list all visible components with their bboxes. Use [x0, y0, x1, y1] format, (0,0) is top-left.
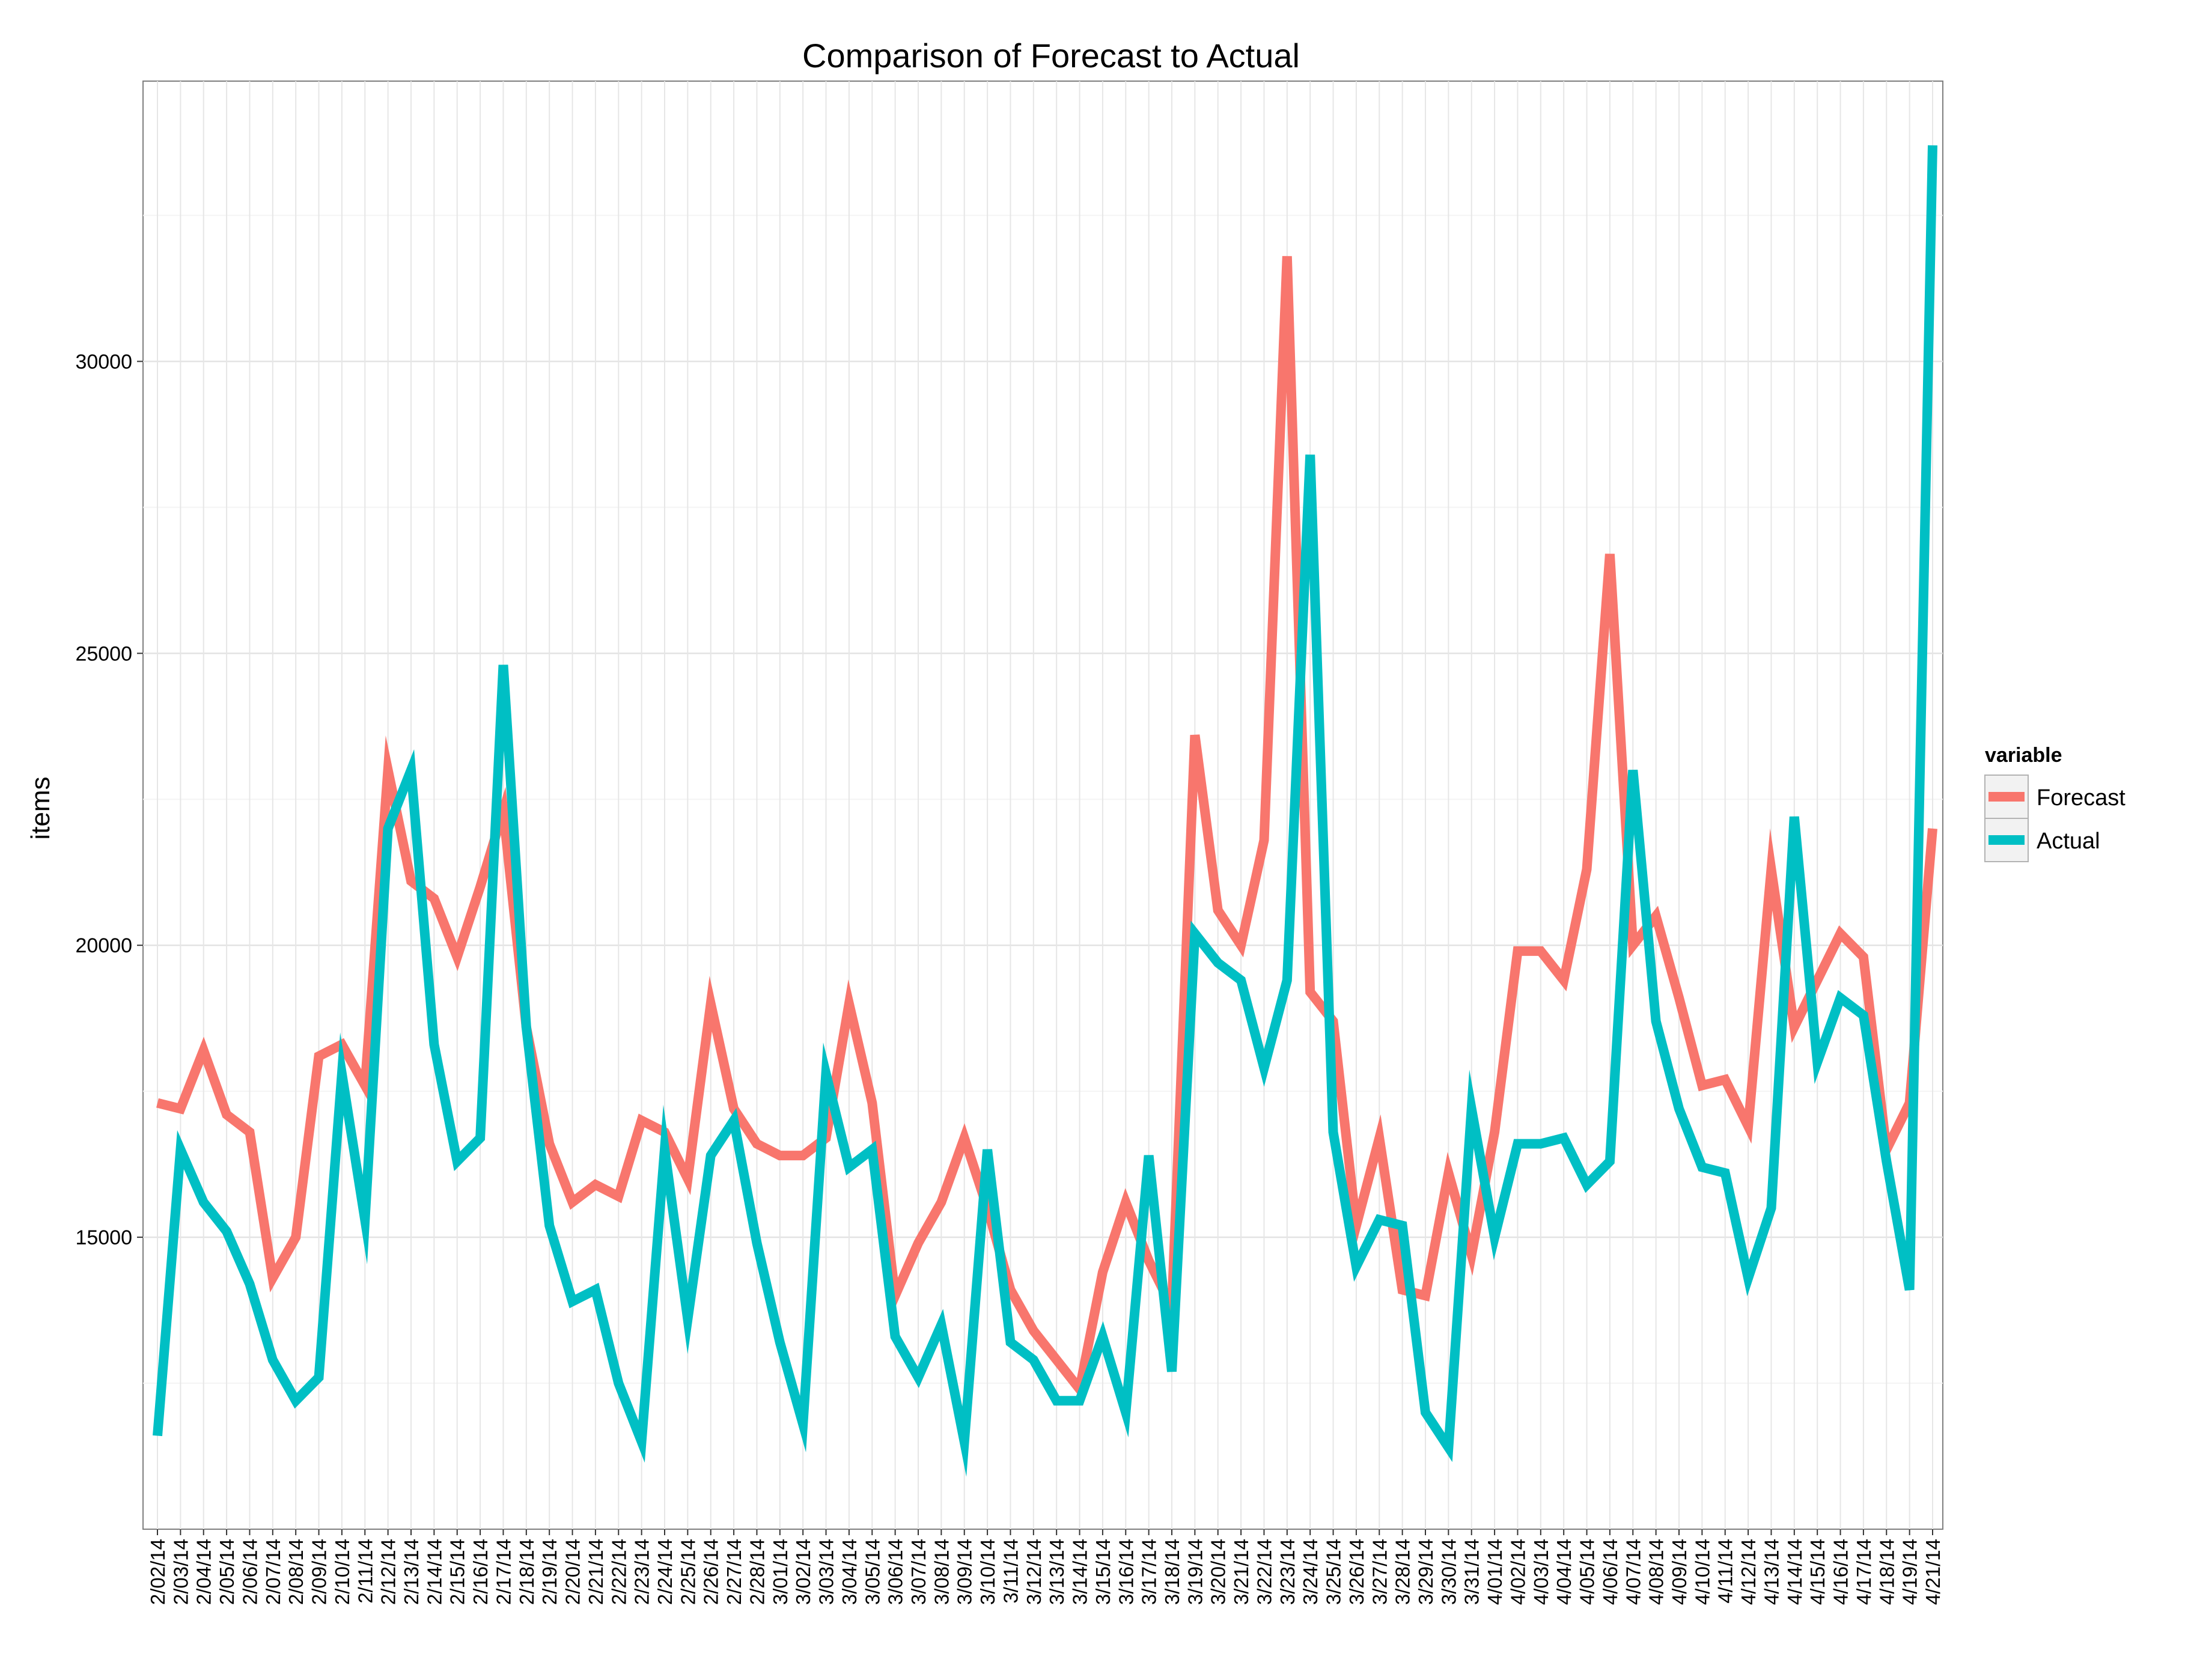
- x-tick-label: 3/25/14: [1323, 1539, 1345, 1605]
- x-tick-label: 4/14/14: [1784, 1539, 1806, 1605]
- x-tick-label: 2/02/14: [147, 1539, 169, 1605]
- x-tick-label: 4/11/14: [1714, 1539, 1737, 1604]
- legend: variable Forecast Actual: [1984, 744, 2126, 862]
- series-line-actual: [153, 145, 1937, 1477]
- x-tick-label: 3/11/14: [999, 1539, 1022, 1604]
- x-tick-label: 4/06/14: [1599, 1539, 1621, 1605]
- y-axis-label: items: [26, 776, 55, 839]
- x-tick-label: 2/13/14: [400, 1539, 422, 1605]
- x-tick-label: 3/22/14: [1253, 1539, 1275, 1605]
- x-tick-label: 3/05/14: [861, 1539, 883, 1605]
- x-tick-label: 3/12/14: [1023, 1539, 1045, 1605]
- x-tick-label: 4/13/14: [1760, 1539, 1782, 1605]
- x-tick-label: 3/09/14: [954, 1539, 976, 1605]
- x-tick-label: 3/30/14: [1437, 1539, 1460, 1605]
- y-tick-label: 25000: [75, 642, 132, 665]
- x-tick-label: 4/18/14: [1876, 1539, 1898, 1605]
- x-tick-label: 2/12/14: [377, 1539, 400, 1605]
- x-tick-label: 2/25/14: [677, 1539, 699, 1605]
- legend-label-forecast: Forecast: [2037, 785, 2126, 811]
- x-tick-label: 4/21/14: [1922, 1539, 1944, 1605]
- legend-label-actual: Actual: [2037, 829, 2100, 854]
- x-tick-label: 2/20/14: [562, 1539, 584, 1605]
- x-tick-label: 2/05/14: [216, 1539, 238, 1605]
- x-tick-label: 3/08/14: [930, 1539, 952, 1605]
- x-tick-label: 4/02/14: [1507, 1539, 1529, 1605]
- x-tick-label: 2/24/14: [654, 1539, 676, 1605]
- x-tick-label: 3/13/14: [1046, 1539, 1068, 1605]
- x-tick-label: 3/02/14: [792, 1539, 814, 1605]
- y-tick-label: 30000: [75, 350, 132, 373]
- x-tick-label: 3/01/14: [769, 1539, 791, 1605]
- x-tick-label: 2/15/14: [446, 1539, 469, 1605]
- x-tick-label: 2/19/14: [538, 1539, 561, 1605]
- x-tick-label: 3/16/14: [1115, 1539, 1137, 1605]
- x-tick-label: 4/17/14: [1853, 1539, 1875, 1605]
- x-tick-label: 2/18/14: [516, 1539, 538, 1605]
- chart-title: Comparison of Forecast to Actual: [802, 37, 1300, 75]
- x-tick-label: 4/05/14: [1576, 1539, 1598, 1605]
- x-tick-label: 3/28/14: [1392, 1539, 1414, 1605]
- legend-title: variable: [1985, 744, 2062, 767]
- x-tick-label: 3/19/14: [1184, 1539, 1206, 1605]
- x-tick-label: 4/16/14: [1830, 1539, 1852, 1605]
- y-tick-label: 20000: [75, 934, 132, 957]
- x-tick-label: 2/28/14: [746, 1539, 768, 1605]
- x-tick-label: 3/21/14: [1230, 1539, 1252, 1605]
- x-tick-label: 4/15/14: [1806, 1539, 1829, 1605]
- x-tick-label: 4/03/14: [1530, 1539, 1552, 1605]
- x-tick-label: 4/12/14: [1737, 1539, 1760, 1605]
- x-tick-label: 4/04/14: [1553, 1539, 1575, 1605]
- x-tick-label: 3/14/14: [1069, 1539, 1091, 1605]
- x-tick-label: 2/10/14: [331, 1539, 353, 1605]
- gridlines: [143, 81, 1943, 1529]
- x-tick-label: 2/22/14: [608, 1539, 630, 1605]
- x-tick-label: 2/07/14: [262, 1539, 284, 1605]
- x-tick-label: 3/27/14: [1368, 1539, 1391, 1605]
- x-tick-label: 3/06/14: [885, 1539, 907, 1605]
- x-tick-label: 4/09/14: [1668, 1539, 1690, 1605]
- x-tick-label: 2/03/14: [169, 1539, 192, 1605]
- x-tick-label: 4/07/14: [1622, 1539, 1644, 1605]
- x-tick-label: 2/16/14: [469, 1539, 492, 1605]
- y-axis-ticks: 15000 20000 25000 30000: [75, 350, 143, 1249]
- x-tick-label: 2/21/14: [585, 1539, 607, 1605]
- series-lines: [153, 145, 1937, 1477]
- x-tick-label: 2/26/14: [700, 1539, 722, 1605]
- x-tick-label: 2/11/14: [354, 1539, 376, 1604]
- x-tick-label: 3/18/14: [1161, 1539, 1183, 1605]
- x-tick-label: 3/15/14: [1092, 1539, 1114, 1605]
- x-tick-label: 4/08/14: [1645, 1539, 1668, 1605]
- x-tick-label: 3/24/14: [1299, 1539, 1321, 1605]
- x-tick-label: 2/09/14: [308, 1539, 331, 1605]
- x-tick-label: 4/19/14: [1899, 1539, 1921, 1605]
- x-tick-label: 3/31/14: [1461, 1539, 1483, 1605]
- x-tick-label: 3/29/14: [1415, 1539, 1437, 1605]
- x-tick-label: 3/26/14: [1345, 1539, 1368, 1605]
- x-tick-label: 4/10/14: [1691, 1539, 1713, 1605]
- x-tick-label: 2/04/14: [193, 1539, 215, 1605]
- x-tick-label: 3/17/14: [1138, 1539, 1160, 1605]
- x-tick-label: 2/08/14: [285, 1539, 307, 1605]
- plot-panel: [142, 81, 1943, 1530]
- x-tick-label: 3/23/14: [1276, 1539, 1299, 1605]
- x-tick-label: 3/03/14: [815, 1539, 838, 1605]
- x-tick-label: 2/06/14: [239, 1539, 261, 1605]
- x-tick-label: 2/17/14: [492, 1539, 514, 1605]
- x-tick-label: 3/04/14: [838, 1539, 861, 1605]
- x-tick-label: 3/20/14: [1207, 1539, 1230, 1605]
- x-tick-label: 2/14/14: [423, 1539, 445, 1605]
- x-tick-label: 4/01/14: [1484, 1539, 1506, 1605]
- series-line-forecast: [156, 256, 1937, 1401]
- x-axis-ticks: 2/02/14 2/03/14 2/04/14 2/05/14 2/06/14 2/07/…: [147, 1529, 1944, 1605]
- x-tick-label: 3/07/14: [907, 1539, 930, 1605]
- x-tick-label: 3/10/14: [977, 1539, 999, 1605]
- x-tick-label: 2/23/14: [631, 1539, 653, 1605]
- y-tick-label: 15000: [75, 1226, 132, 1249]
- x-tick-label: 2/27/14: [723, 1539, 745, 1605]
